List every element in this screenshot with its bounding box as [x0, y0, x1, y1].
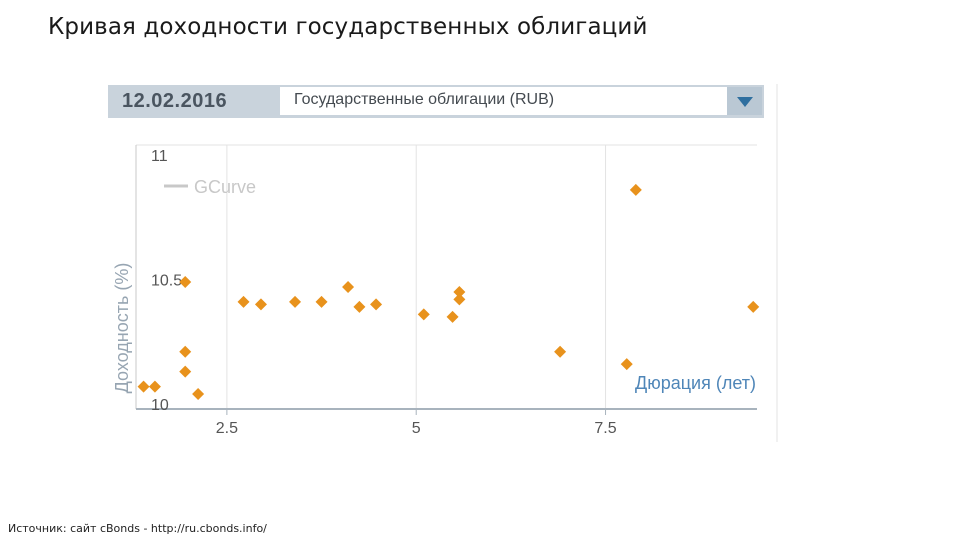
- data-point-0: [137, 380, 150, 393]
- y-tick-label-1: 10.5: [151, 272, 182, 289]
- x-tick-label-0: 2.5: [216, 420, 238, 437]
- slide-title: Кривая доходности государственных облига…: [48, 14, 648, 40]
- y-tick-label-2: 11: [151, 148, 168, 165]
- data-point-14: [446, 310, 459, 323]
- chevron-down-icon: [737, 97, 753, 107]
- data-point-8: [289, 295, 302, 308]
- data-point-4: [179, 365, 192, 378]
- legend-label: GCurve: [194, 177, 256, 197]
- source-note: Источник: сайт cBonds - http://ru.cbonds…: [8, 522, 267, 535]
- grid: [136, 84, 778, 442]
- x-tick-label-2: 7.5: [594, 420, 616, 437]
- data-point-17: [554, 345, 567, 358]
- data-point-6: [237, 295, 250, 308]
- data-point-13: [417, 308, 430, 321]
- data-point-16: [453, 293, 466, 306]
- data-point-9: [315, 295, 328, 308]
- axes: [135, 145, 757, 415]
- y-tick-label-0: 10: [151, 397, 169, 414]
- x-axis-label: Дюрация (лет): [635, 373, 756, 393]
- data-point-2: [179, 275, 192, 288]
- data-point-18: [620, 358, 633, 371]
- data-point-11: [353, 300, 366, 313]
- chart-header-bar: 12.02.2016 Государственные облигации (RU…: [108, 85, 764, 118]
- date-label: 12.02.2016: [122, 90, 228, 112]
- dropdown-button[interactable]: [727, 87, 762, 115]
- data-point-10: [342, 280, 355, 293]
- data-point-20: [747, 300, 760, 313]
- data-point-15: [453, 285, 466, 298]
- data-point-19: [629, 183, 642, 196]
- data-point-12: [370, 298, 383, 311]
- legend: GCurve: [164, 177, 256, 197]
- data-point-1: [148, 380, 161, 393]
- data-points: [137, 183, 760, 401]
- bond-type-select[interactable]: Государственные облигации (RUB): [280, 87, 727, 115]
- tick-labels: 2.5 5 7.5 10 10.5 11: [151, 148, 617, 437]
- bond-type-select-value: Государственные облигации (RUB): [294, 91, 555, 108]
- data-point-5: [192, 388, 205, 401]
- y-axis-label: Доходность (%): [112, 263, 132, 394]
- data-point-7: [254, 298, 267, 311]
- x-tick-label-1: 5: [412, 420, 421, 437]
- data-point-3: [179, 345, 192, 358]
